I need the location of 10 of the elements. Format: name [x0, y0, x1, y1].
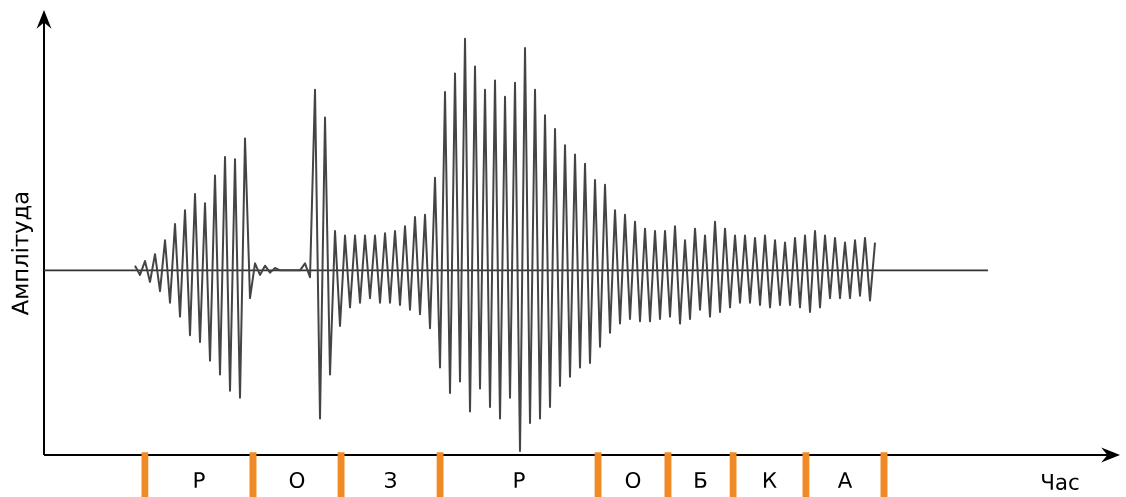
- text: О: [625, 471, 641, 489]
- text: К: [764, 472, 777, 488]
- y-axis-title: Амплітуда: [11, 192, 33, 316]
- text: Р: [514, 472, 525, 488]
- text: Р: [194, 472, 205, 488]
- text: А: [837, 472, 853, 488]
- text: З: [385, 471, 396, 489]
- text: Б: [695, 472, 707, 488]
- text: О: [289, 471, 305, 489]
- text: Час: [1042, 474, 1079, 490]
